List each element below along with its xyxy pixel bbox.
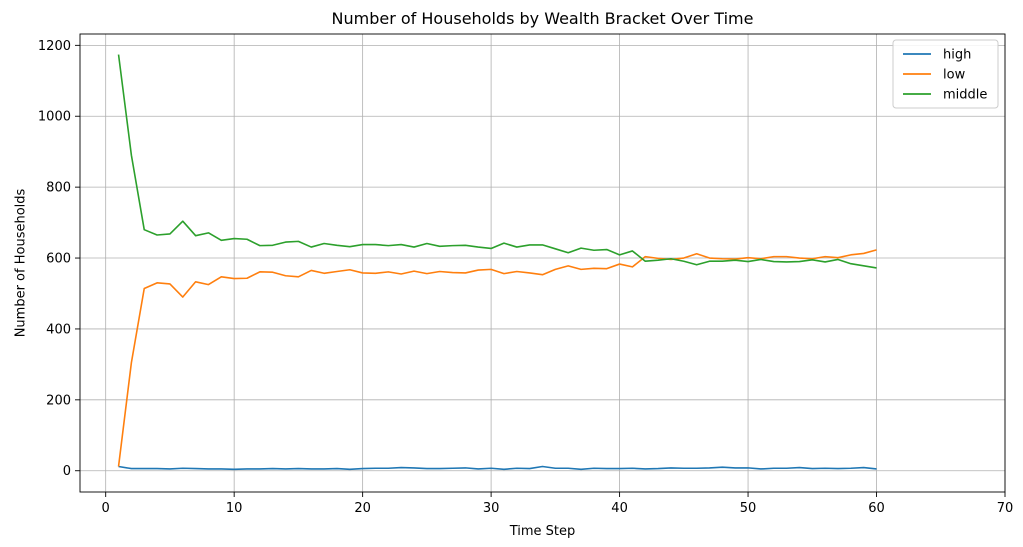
y-tick-label: 800 <box>46 181 71 196</box>
y-tick-label: 1000 <box>38 110 71 125</box>
chart-title: Number of Households by Wealth Bracket O… <box>332 9 754 28</box>
x-tick-label: 70 <box>997 501 1014 516</box>
x-tick-label: 10 <box>226 501 243 516</box>
x-tick-label: 20 <box>354 501 371 516</box>
legend-label-low: low <box>943 68 966 83</box>
series-line-low <box>117 249 877 467</box>
legend-label-middle: middle <box>943 88 987 103</box>
y-tick-label: 0 <box>63 464 71 479</box>
series-group <box>117 54 877 471</box>
legend-label-high: high <box>943 48 971 63</box>
series-line-high <box>118 465 877 471</box>
y-axis-label: Number of Households <box>14 188 29 337</box>
y-tick-label: 1200 <box>38 39 71 54</box>
legend: high low middle <box>892 39 999 109</box>
y-tick-label: 200 <box>46 393 71 408</box>
x-tick-label: 30 <box>483 501 500 516</box>
x-tick-label: 60 <box>868 501 885 516</box>
y-tick-label: 400 <box>46 322 71 337</box>
x-tick-label: 0 <box>102 501 110 516</box>
y-tick-label: 600 <box>46 252 71 267</box>
legend-box <box>892 39 999 109</box>
x-tick-label: 40 <box>611 501 628 516</box>
x-tick-label: 50 <box>740 501 757 516</box>
series-line-middle <box>117 54 877 269</box>
grid <box>80 34 1006 492</box>
y-axis-ticks: 0 200 400 600 800 1000 1200 <box>38 39 80 479</box>
plot-frame <box>79 33 1006 493</box>
x-axis-label: Time Step <box>509 524 576 539</box>
x-axis-ticks: 0 10 20 30 40 50 60 70 <box>102 492 1014 516</box>
